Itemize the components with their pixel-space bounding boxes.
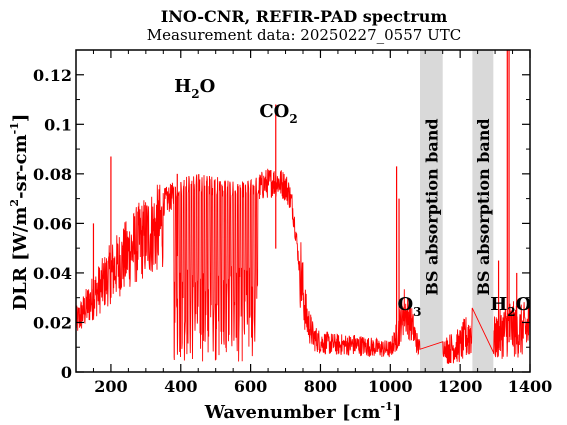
chart-subtitle: Measurement data: 20250227_0557 UTC bbox=[147, 26, 461, 44]
y-tick-label-2: 0.04 bbox=[33, 264, 72, 283]
y-axis-label-sup1: 2 bbox=[8, 199, 21, 207]
annotation-3: O3 bbox=[397, 294, 421, 319]
x-tick-label-400: 400 bbox=[164, 377, 197, 396]
y-axis-label-end: ] bbox=[10, 114, 31, 123]
y-tick-label-5: 0.1 bbox=[44, 115, 72, 134]
x-axis-label-end: ] bbox=[393, 402, 402, 423]
x-tick-label-1200: 1200 bbox=[438, 377, 483, 396]
spectrum-series bbox=[75, 50, 531, 364]
chart-annotations: H2O CO2 O3 H2O bbox=[174, 76, 531, 319]
x-tick-label-1000: 1000 bbox=[368, 377, 413, 396]
x-axis-label-main: Wavenumber [cm bbox=[204, 402, 381, 423]
spectrum-line bbox=[75, 168, 531, 364]
y-axis-label-mid: -sr-cm bbox=[10, 134, 31, 199]
annotation-4: H2O bbox=[490, 294, 531, 319]
y-tick-label-4: 0.08 bbox=[33, 165, 72, 184]
y-axis-label-main: DLR [W/m bbox=[10, 207, 31, 311]
x-axis-label: Wavenumber [cm-1] bbox=[204, 400, 402, 423]
absorption-band-label-1: BS absorption band bbox=[422, 118, 441, 295]
absorption-band-label-2: BS absorption band bbox=[474, 118, 493, 295]
y-axis-label-sup2: -1 bbox=[8, 122, 21, 134]
annotation-2: CO2 bbox=[259, 101, 297, 126]
x-tick-label-600: 600 bbox=[234, 377, 267, 396]
absorption-band-1 bbox=[419, 50, 443, 372]
y-tick-label-1: 0.02 bbox=[33, 313, 72, 332]
annotation-1: H2O bbox=[174, 76, 215, 101]
x-tick-label-800: 800 bbox=[304, 377, 337, 396]
y-tick-label-3: 0.06 bbox=[33, 214, 72, 233]
chart-title: INO-CNR, REFIR-PAD spectrum bbox=[161, 7, 448, 26]
x-tick-label-1400: 1400 bbox=[508, 377, 553, 396]
y-axis-label: DLR [W/m2-sr-cm-1] bbox=[8, 114, 31, 311]
absorption-bands: BS absorption band BS absorption band bbox=[419, 50, 494, 372]
y-tick-label-6: 0.12 bbox=[33, 66, 72, 85]
y-tick-label-0: 0 bbox=[61, 363, 72, 382]
axis-ticks: 200 400 600 800 1000 1200 1400 0 0.02 0.04 0.06 0.0… bbox=[33, 50, 552, 396]
x-tick-label-200: 200 bbox=[94, 377, 127, 396]
x-axis-label-sup: -1 bbox=[381, 400, 393, 413]
absorption-band-2 bbox=[472, 50, 494, 372]
